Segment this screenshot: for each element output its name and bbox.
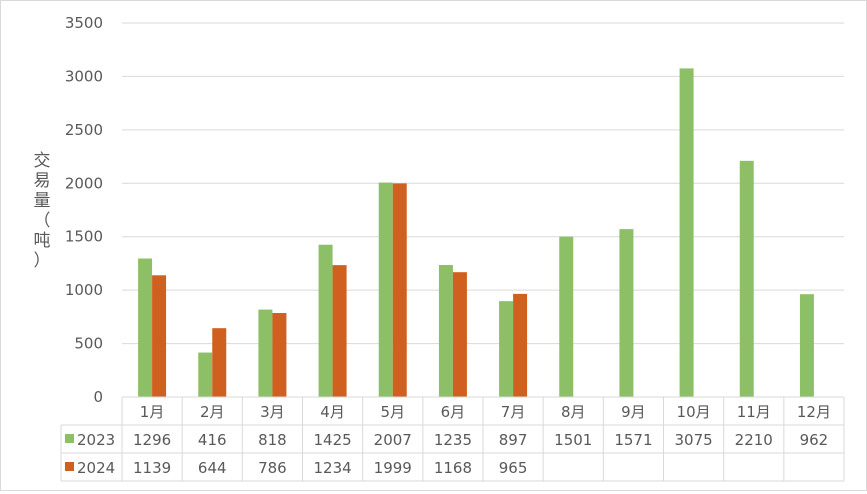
bar-2024 <box>392 183 407 397</box>
data-label: 1999 <box>374 459 412 477</box>
x-category-label: 3月 <box>260 403 285 421</box>
x-category-label: 12月 <box>797 403 831 421</box>
bar-2023 <box>499 301 514 397</box>
y-tick-label: 3000 <box>65 67 103 85</box>
x-category-label: 8月 <box>561 403 586 421</box>
data-label: 786 <box>258 459 287 477</box>
data-label: 1501 <box>554 431 592 449</box>
bar-2023 <box>619 229 634 397</box>
data-label: 2210 <box>735 431 773 449</box>
gridlines <box>122 22 844 345</box>
bar-2023 <box>799 294 814 397</box>
y-tick-label: 3500 <box>65 14 103 32</box>
data-label: 897 <box>499 431 528 449</box>
y-axis-label-char: （ <box>34 211 51 231</box>
bars <box>138 68 814 398</box>
x-category-label: 4月 <box>320 403 345 421</box>
y-axis-label-char: 易 <box>34 171 51 191</box>
data-label: 1425 <box>313 431 351 449</box>
data-label: 1168 <box>434 459 472 477</box>
data-label: 416 <box>198 431 227 449</box>
data-label: 3075 <box>674 431 712 449</box>
y-tick-label: 0 <box>93 388 103 406</box>
y-tick-label: 2500 <box>65 121 103 139</box>
legend-key-2023 <box>65 434 74 443</box>
x-category-label: 2月 <box>200 403 225 421</box>
bar-2023 <box>258 309 273 397</box>
data-label: 1139 <box>133 459 171 477</box>
data-table: 1月 2月 3月 4月 5月 6月 7月 8月 9月 10月 11月 12月 2023 1296 416 81… <box>60 396 845 482</box>
bar-2024 <box>212 328 227 397</box>
legend-key-2024 <box>65 462 74 471</box>
bar-2023 <box>378 182 393 397</box>
data-label: 965 <box>499 459 528 477</box>
y-tick-label: 1500 <box>65 228 103 246</box>
data-label: 818 <box>258 431 287 449</box>
y-axis-label-char: 交 <box>34 151 51 171</box>
bar-2024 <box>513 293 528 397</box>
legend-label: 2023 <box>77 431 115 449</box>
bar-2023 <box>138 258 153 397</box>
y-tick-label: 500 <box>74 335 103 353</box>
y-axis-label-char: 量 <box>34 191 51 211</box>
y-axis-tick-labels: 0 500 1000 1500 2000 2500 3000 3500 <box>65 14 103 406</box>
x-category-label: 6月 <box>441 403 466 421</box>
x-category-label: 7月 <box>501 403 526 421</box>
y-tick-label: 2000 <box>65 174 103 192</box>
x-category-label: 10月 <box>677 403 711 421</box>
legend-label: 2024 <box>77 459 115 477</box>
x-category-label: 1月 <box>140 403 165 421</box>
bar-2023 <box>559 236 574 397</box>
bar-2023 <box>198 352 213 397</box>
y-axis-label: 交易量（吨） <box>34 151 51 271</box>
data-label: 962 <box>800 431 829 449</box>
bar-2023 <box>679 68 694 398</box>
data-label: 2007 <box>374 431 412 449</box>
data-label: 1234 <box>313 459 351 477</box>
bar-2023 <box>318 244 333 397</box>
bar-2024 <box>272 313 287 397</box>
bar-2024 <box>332 265 347 397</box>
y-tick-label: 1000 <box>65 281 103 299</box>
data-label: 1296 <box>133 431 171 449</box>
x-category-label: 11月 <box>737 403 771 421</box>
data-label: 644 <box>198 459 227 477</box>
data-label: 1235 <box>434 431 472 449</box>
bar-2024 <box>452 272 467 397</box>
y-axis-label-char: ） <box>34 251 51 271</box>
bar-2023 <box>739 160 754 397</box>
data-label: 1571 <box>614 431 652 449</box>
x-category-label: 9月 <box>621 403 646 421</box>
bar-2024 <box>152 275 167 397</box>
x-category-label: 5月 <box>380 403 405 421</box>
bar-2023 <box>438 265 453 397</box>
y-axis-label-char: 吨 <box>34 231 51 251</box>
